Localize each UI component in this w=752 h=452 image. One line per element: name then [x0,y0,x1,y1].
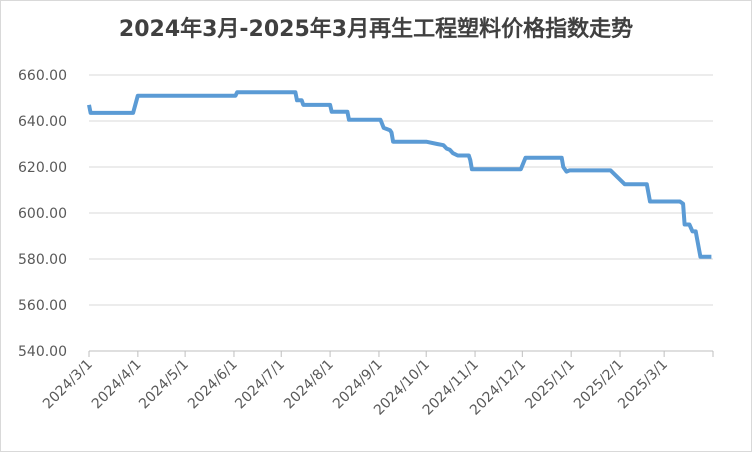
data-line [87,90,712,259]
y-tick-label: 540.00 [18,344,67,360]
y-tick-label: 660.00 [18,68,67,84]
chart-title: 2024年3月-2025年3月再生工程塑料价格指数走势 [119,16,633,42]
y-tick-label: 620.00 [18,160,67,176]
y-tick-label: 580.00 [18,252,67,268]
y-tick-label: 560.00 [18,298,67,314]
y-tick-label: 640.00 [18,114,67,130]
y-tick-label: 600.00 [18,206,67,222]
